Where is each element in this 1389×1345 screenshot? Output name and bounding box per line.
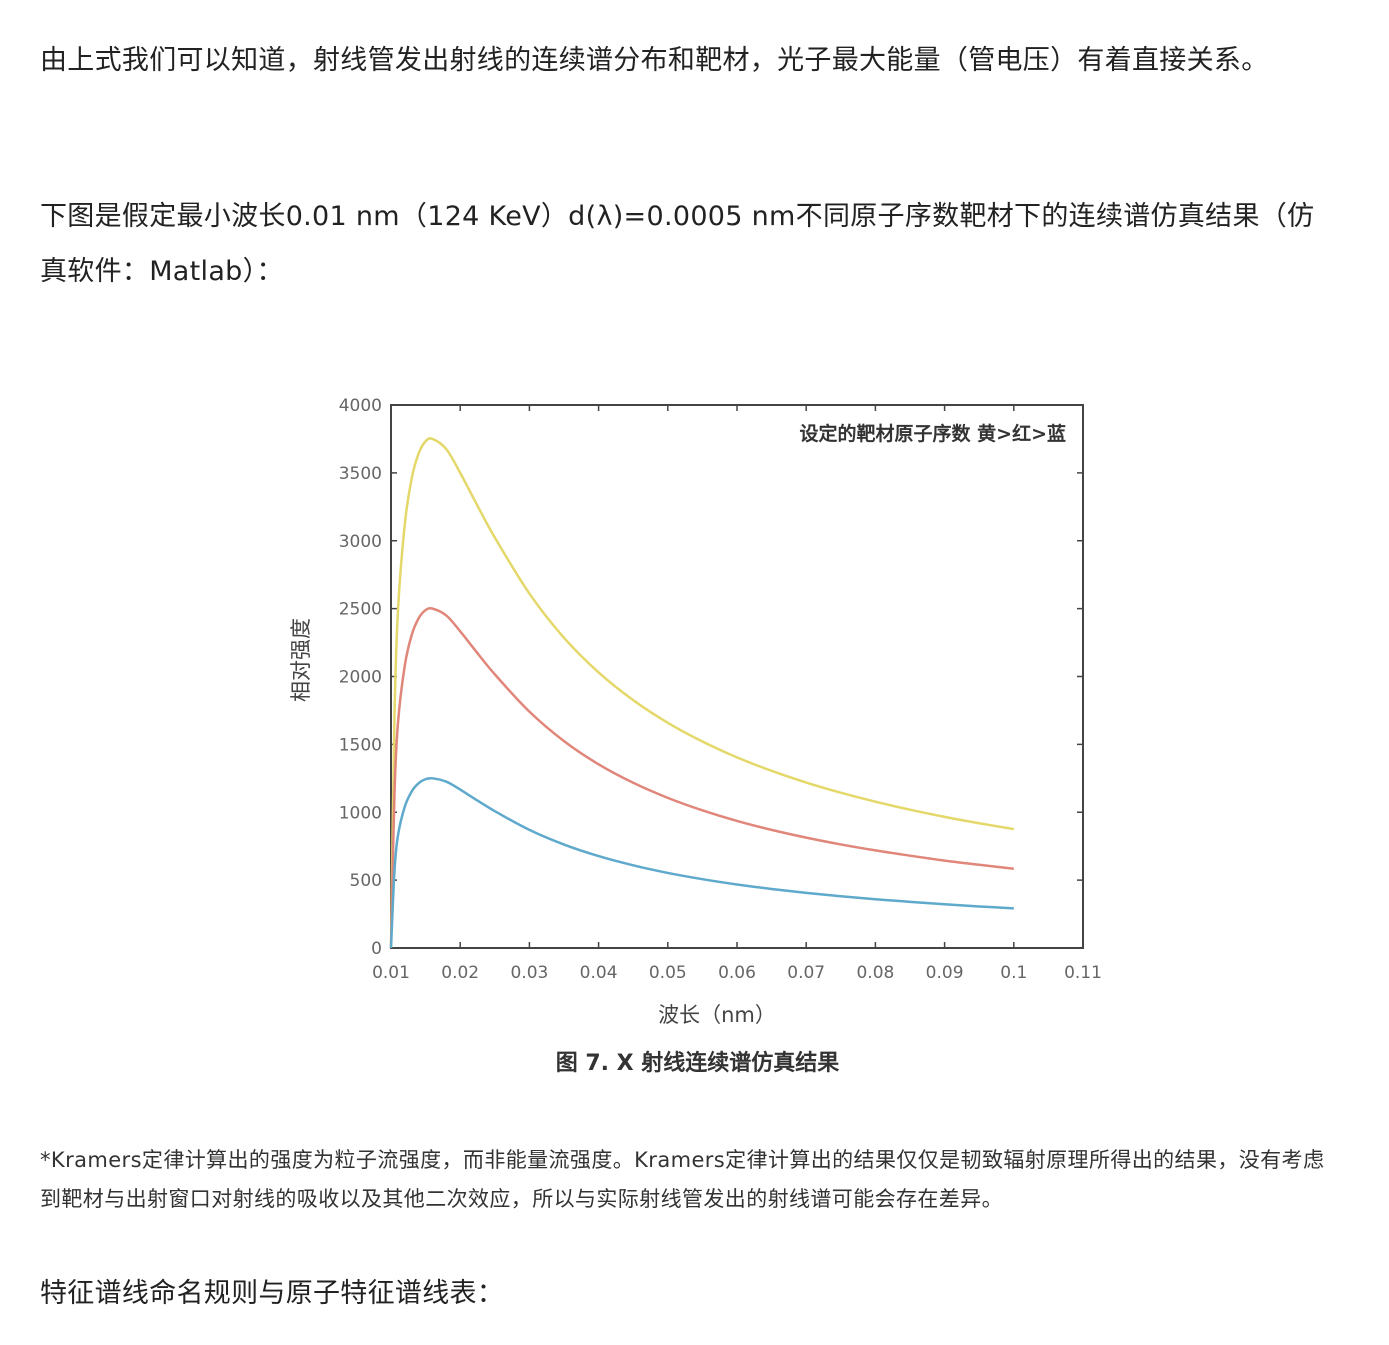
paragraph-simulation: 下图是假定最小波长0.01 nm（124 KeV）d(λ)=0.0005 nm不… [40, 201, 1315, 287]
x-tick-label: 0.01 [372, 963, 410, 983]
x-tick-label: 0.04 [580, 963, 618, 983]
chart-annotation: 设定的靶材原子序数 黄>红>蓝 [800, 422, 1066, 445]
y-tick-label: 500 [350, 871, 382, 891]
y-tick-label: 4000 [339, 396, 382, 416]
figure-caption: 图 7. X 射线连续谱仿真结果 [555, 1051, 840, 1076]
x-tick-label: 0.03 [510, 963, 548, 983]
series-line-1 [389, 437, 1015, 949]
x-tick-label: 0.05 [649, 963, 687, 983]
series-lines [389, 437, 1015, 949]
y-tick-label: 1500 [339, 735, 382, 755]
x-tick-label: 0.06 [718, 963, 756, 983]
x-tick-labels: 0.01 0.02 0.03 0.04 0.05 0.06 0.07 0.08 0.09 0.1 0… [372, 963, 1102, 983]
section-heading: 特征谱线命名规则与原子特征谱线表： [40, 1278, 505, 1309]
x-tick-label: 0.11 [1064, 963, 1102, 983]
xray-spectrum-chart: 0.01 0.02 0.03 0.04 0.05 0.06 0.07 0.08 0.09 0.1 0… [289, 396, 1102, 1027]
x-axis-label: 波长（nm） [658, 1003, 776, 1027]
series-line-2 [389, 607, 1014, 949]
y-tick-label: 0 [371, 939, 382, 959]
figure-xray-spectrum: 0.01 0.02 0.03 0.04 0.05 0.06 0.07 0.08 0.09 0.1 0… [270, 385, 1140, 1085]
plot-area [390, 404, 1084, 949]
y-tick-label: 3500 [339, 464, 382, 484]
x-tick-label: 0.1 [1000, 963, 1027, 983]
paragraph-intro: 由上式我们可以知道，射线管发出射线的连续谱分布和靶材，光子最大能量（管电压）有着… [40, 45, 1269, 76]
x-tick-label: 0.07 [787, 963, 825, 983]
y-tick-label: 1000 [339, 803, 382, 823]
x-tick-label: 0.09 [926, 963, 964, 983]
y-tick-label: 3000 [339, 532, 382, 552]
x-tick-label: 0.08 [856, 963, 894, 983]
y-tick-label: 2000 [339, 668, 382, 688]
series-line-3 [389, 776, 1014, 949]
y-tick-label: 2500 [339, 600, 382, 620]
y-tick-labels: 0 500 1000 1500 2000 2500 3000 3500 4000 [339, 396, 382, 959]
footnote-kramers: *Kramers定律计算出的强度为粒子流强度，而非能量流强度。Kramers定律… [40, 1148, 1325, 1211]
y-axis-label: 相对强度 [289, 618, 313, 702]
x-tick-label: 0.02 [441, 963, 479, 983]
